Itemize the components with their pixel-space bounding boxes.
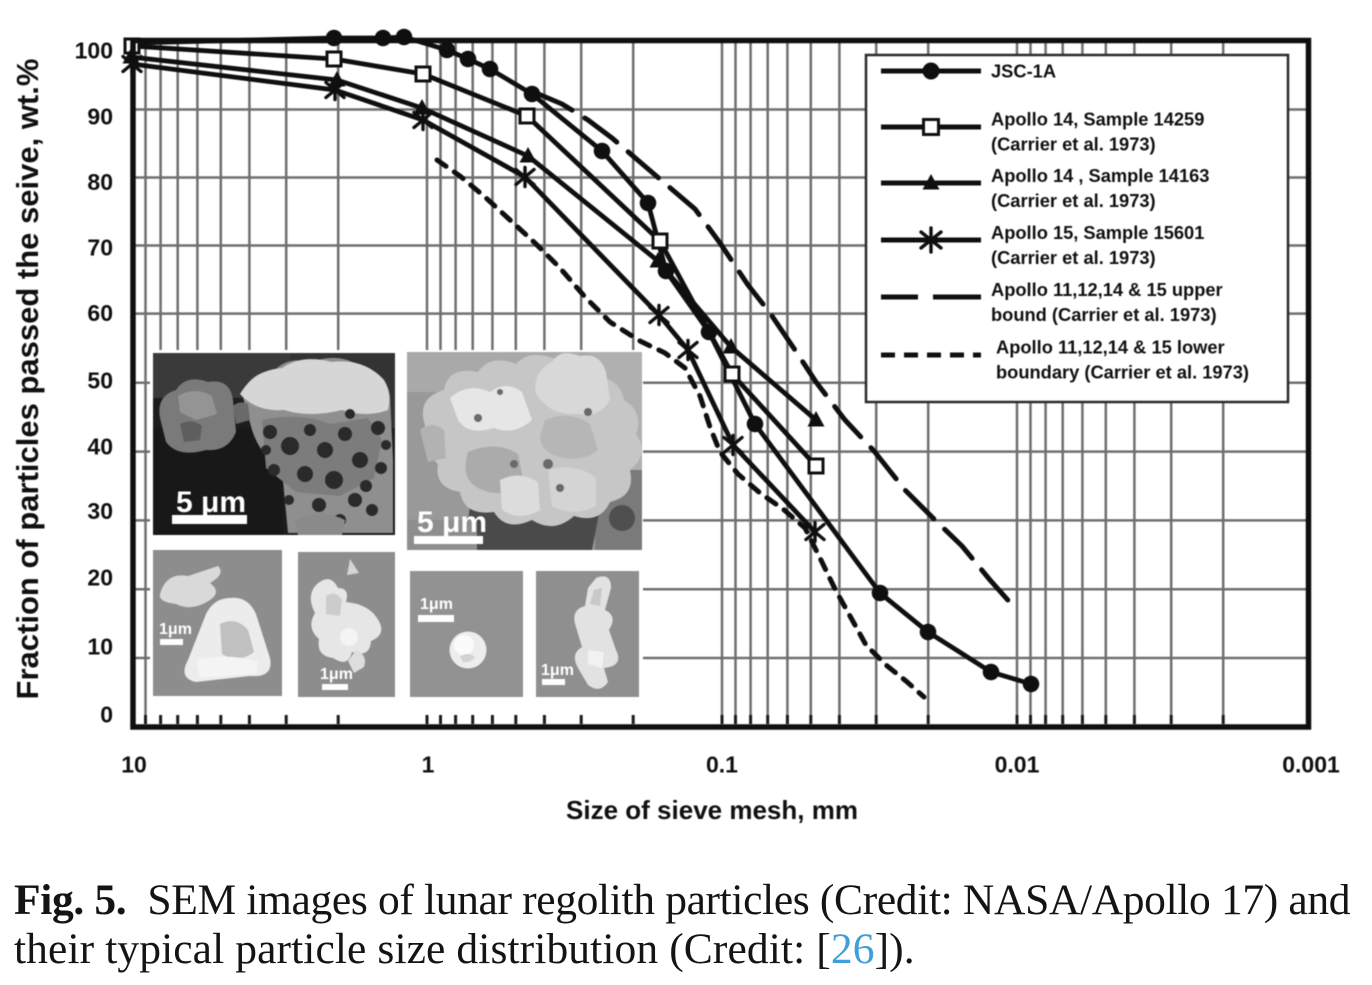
svg-text:100: 100 — [75, 37, 113, 63]
svg-text:1μm: 1μm — [320, 666, 353, 683]
svg-text:70: 70 — [87, 234, 113, 260]
svg-text:80: 80 — [87, 169, 113, 195]
svg-text:10: 10 — [87, 633, 113, 659]
svg-text:1μm: 1μm — [420, 596, 453, 613]
svg-text:1μm: 1μm — [541, 662, 574, 679]
svg-text:0.01: 0.01 — [995, 752, 1040, 778]
svg-text:Apollo 11,12,14 & 15 lower: Apollo 11,12,14 & 15 lower — [996, 337, 1225, 358]
svg-text:60: 60 — [87, 300, 113, 326]
svg-text:1μm: 1μm — [159, 621, 192, 638]
svg-text:Size of sieve mesh, mm: Size of sieve mesh, mm — [566, 795, 858, 825]
svg-text:40: 40 — [87, 433, 113, 459]
svg-text:Apollo 11,12,14 & 15 upper: Apollo 11,12,14 & 15 upper — [991, 279, 1223, 300]
svg-text:Fraction of particles passed t: Fraction of particles passed the seive, … — [10, 59, 45, 700]
svg-text:10: 10 — [121, 752, 147, 778]
svg-text:Apollo 14 , Sample 14163: Apollo 14 , Sample 14163 — [991, 165, 1209, 186]
svg-text:Apollo 14, Sample 14259: Apollo 14, Sample 14259 — [991, 109, 1204, 130]
svg-text:(Carrier et al. 1973): (Carrier et al. 1973) — [991, 247, 1156, 268]
svg-text:0.001: 0.001 — [1282, 752, 1340, 778]
svg-text:0: 0 — [100, 701, 113, 727]
svg-text:50: 50 — [87, 367, 113, 393]
svg-text:20: 20 — [87, 564, 113, 590]
svg-text:boundary (Carrier et al. 1973): boundary (Carrier et al. 1973) — [996, 362, 1249, 383]
svg-text:30: 30 — [87, 498, 113, 524]
svg-text:5 μm: 5 μm — [176, 486, 246, 519]
svg-text:JSC-1A: JSC-1A — [991, 61, 1056, 82]
svg-text:0.1: 0.1 — [706, 752, 738, 778]
svg-text:(Carrier et al. 1973): (Carrier et al. 1973) — [991, 190, 1156, 211]
svg-text:(Carrier et al. 1973): (Carrier et al. 1973) — [991, 134, 1156, 155]
svg-text:Apollo 15, Sample 15601: Apollo 15, Sample 15601 — [991, 222, 1204, 243]
svg-text:1: 1 — [422, 752, 435, 778]
svg-text:90: 90 — [87, 103, 113, 129]
svg-text:bound (Carrier et al. 1973): bound (Carrier et al. 1973) — [991, 304, 1217, 325]
svg-text:5 μm: 5 μm — [417, 506, 487, 539]
